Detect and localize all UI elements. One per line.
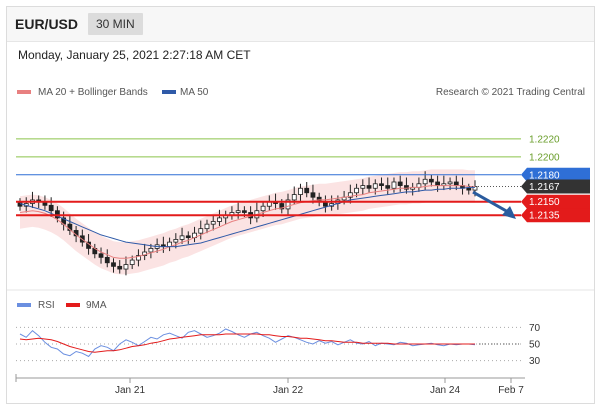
level-1-2167-label: 1.2167 xyxy=(529,182,560,193)
candle-body xyxy=(185,235,191,239)
candle-body xyxy=(347,192,353,198)
ma50-legend-swatch xyxy=(162,90,176,94)
ma20-legend-swatch xyxy=(17,90,31,94)
rsi-tick-30: 30 xyxy=(529,356,541,367)
level-1-2180-tag xyxy=(521,167,590,182)
candle-body xyxy=(391,181,397,189)
chart-header: EUR/USD 30 MIN xyxy=(7,7,594,42)
rsi-ma-legend-swatch xyxy=(66,303,80,307)
candle-body xyxy=(129,259,135,265)
level-1-2135-label: 1.2135 xyxy=(529,211,560,222)
candle-body xyxy=(304,187,310,194)
candle-body xyxy=(366,185,372,189)
candle-body xyxy=(204,223,210,230)
candle-body xyxy=(173,239,179,243)
x-tick-label: Jan 22 xyxy=(273,385,303,396)
rsi-ma-legend-label: 9MA xyxy=(86,300,107,311)
candle-body xyxy=(235,210,241,213)
candle-body xyxy=(453,181,459,186)
candle-body xyxy=(428,178,434,183)
legend: MA 20 + Bollinger Bands MA 50 Research ©… xyxy=(17,87,585,98)
rsi-line xyxy=(19,328,476,358)
bollinger-band xyxy=(20,169,475,275)
candle-body xyxy=(260,205,266,212)
currency-pair-title: EUR/USD xyxy=(15,16,79,32)
rsi-plot-area: 30 50 70 xyxy=(16,323,541,367)
candle-body xyxy=(379,183,384,186)
candle-body xyxy=(435,181,441,186)
candle-body xyxy=(354,187,359,194)
credit-text: Research © 2021 Trading Central xyxy=(436,87,585,98)
rsi-ma-line xyxy=(19,333,475,353)
candle-body xyxy=(397,181,403,186)
ma50-legend-label: MA 50 xyxy=(180,87,209,98)
candle-body xyxy=(385,185,391,189)
candle-body xyxy=(241,210,247,213)
rsi-tick-50: 50 xyxy=(529,340,541,351)
candle-body xyxy=(148,248,154,253)
candle-body xyxy=(179,235,185,240)
level-1-2167-tag xyxy=(521,179,590,194)
rsi-tick-70: 70 xyxy=(529,323,541,334)
level-1-2150-label: 1.2150 xyxy=(529,197,560,208)
candle-body xyxy=(198,228,204,234)
candle-body xyxy=(447,181,453,185)
x-tick-label: Jan 21 xyxy=(115,385,145,396)
timestamp: Monday, January 25, 2021 2:27:18 AM CET xyxy=(18,48,251,62)
level-1-2220-label: 1.2220 xyxy=(529,134,560,145)
price-chart: MA 20 + Bollinger Bands MA 50 Research ©… xyxy=(7,87,594,396)
candle-body xyxy=(117,265,123,270)
candle-body xyxy=(422,178,428,185)
ma20-line xyxy=(19,185,475,259)
level-1-2180-label: 1.2180 xyxy=(529,170,560,181)
candle-body xyxy=(104,256,110,264)
candle-body xyxy=(279,203,285,210)
candle-body xyxy=(123,264,129,270)
candle-body xyxy=(98,253,104,258)
x-tick-label: Jan 24 xyxy=(430,385,460,396)
chart-widget: EUR/USD 30 MIN Monday, January 25, 2021 … xyxy=(6,6,595,404)
candle-body xyxy=(285,199,291,210)
x-tick-label: Feb 7 xyxy=(498,385,524,396)
ma20-legend-label: MA 20 + Bollinger Bands xyxy=(38,87,148,98)
ma50-line xyxy=(19,186,475,248)
forecast-arrow-shaft xyxy=(472,190,509,214)
price-plot-area xyxy=(17,169,478,276)
level-1-2200-label: 1.2200 xyxy=(529,152,560,163)
level-1-2150-tag xyxy=(521,194,590,209)
candle-body xyxy=(291,194,297,201)
candle-body xyxy=(136,255,141,261)
candle-body xyxy=(360,185,366,189)
level-1-2135-tag xyxy=(521,208,590,223)
x-axis: Jan 21 Jan 22 Jan 24 Feb 7 xyxy=(15,374,525,396)
rsi-legend-label: RSI xyxy=(38,300,55,311)
candle-body xyxy=(111,262,116,267)
candle-body xyxy=(372,183,378,189)
candle-body xyxy=(217,217,222,222)
rsi-legend-swatch xyxy=(17,303,31,307)
timeframe-badge[interactable]: 30 MIN xyxy=(88,13,143,35)
candle-body xyxy=(466,187,472,191)
forecast-arrow-head xyxy=(502,205,516,219)
candle-body xyxy=(210,221,216,225)
candle-body xyxy=(404,185,409,190)
rsi-legend: RSI 9MA xyxy=(17,300,107,311)
candle-body xyxy=(298,187,303,195)
candle-body xyxy=(310,192,316,198)
candle-body xyxy=(48,204,54,212)
